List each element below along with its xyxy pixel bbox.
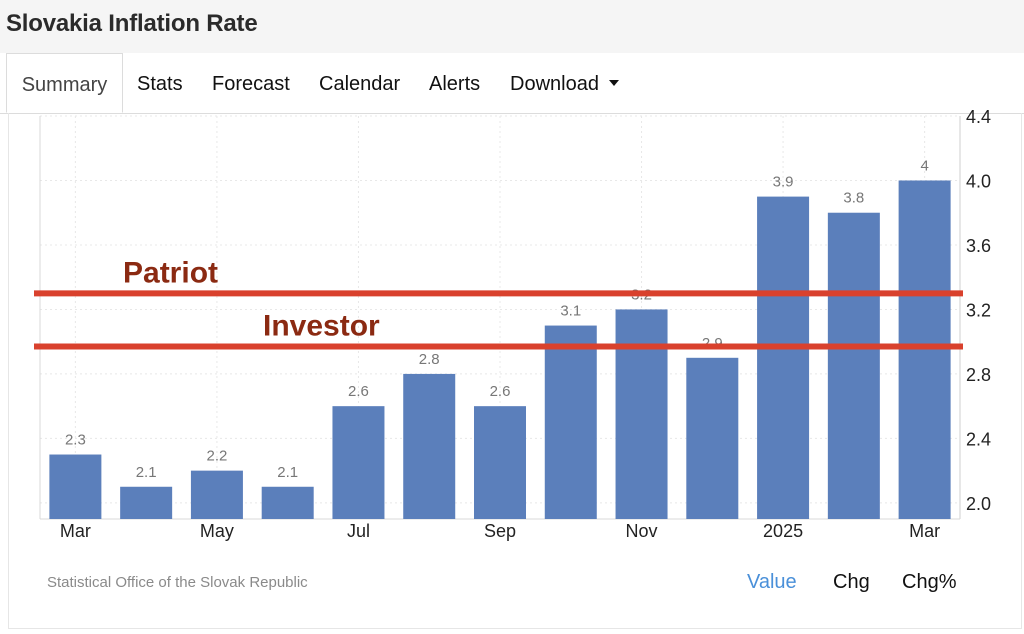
y-axis-labels: 2.0 2.4 2.8 3.2 3.6 4.0 4.4: [966, 107, 991, 514]
title-bar: Slovakia Inflation Rate: [0, 0, 1024, 54]
x-tick-label: Mar: [909, 521, 940, 541]
y-tick-label: 3.2: [966, 300, 991, 320]
x-axis-labels: Mar May Jul Sep Nov 2025 Mar: [60, 521, 940, 541]
y-tick-label: 2.0: [966, 494, 991, 514]
bar: [49, 454, 102, 519]
value-button[interactable]: Value: [747, 571, 797, 593]
chart-panel: [8, 113, 1022, 629]
chart-bars: 2.32.12.22.12.62.82.63.13.22.93.93.84: [49, 157, 951, 520]
bar: [827, 212, 880, 519]
bar-data-label: 2.1: [136, 464, 157, 481]
bar: [544, 325, 597, 519]
bar-data-label: 4: [920, 157, 928, 174]
bar: [403, 373, 456, 519]
bar: [474, 406, 526, 519]
x-tick-label: 2025: [763, 521, 803, 541]
tab-download-label: Download: [510, 73, 599, 95]
tab-alerts[interactable]: Alerts: [429, 73, 481, 95]
chg-button[interactable]: Chg: [833, 571, 870, 593]
x-tick-label: Sep: [484, 521, 516, 541]
tab-download[interactable]: Download: [510, 53, 619, 113]
reference-line-label: Patriot: [123, 256, 218, 289]
tab-bar: Summary Stats Forecast Calendar Alerts D…: [0, 53, 1024, 114]
tab-calendar[interactable]: Calendar: [319, 73, 401, 95]
bar-data-label: 2.1: [277, 464, 298, 481]
reference-lines: Patriot Investor: [34, 256, 963, 350]
bar-data-label: 2.8: [419, 351, 440, 368]
bar-data-label: 3.1: [560, 303, 581, 320]
bar: [120, 486, 173, 519]
tab-summary[interactable]: Summary: [6, 53, 123, 113]
bar-data-label: 2.6: [348, 383, 369, 400]
x-tick-label: May: [200, 521, 234, 541]
bar: [615, 309, 668, 519]
reference-line-label: Investor: [263, 310, 380, 343]
bar-data-label: 3.9: [773, 174, 794, 191]
tab-forecast[interactable]: Forecast: [212, 73, 290, 95]
chg-percent-button[interactable]: Chg%: [902, 571, 957, 593]
x-tick-label: Mar: [60, 521, 91, 541]
chevron-down-icon: [608, 79, 619, 86]
y-tick-label: 2.8: [966, 365, 991, 385]
page-title: Slovakia Inflation Rate: [6, 10, 258, 37]
bar: [757, 196, 810, 519]
tab-stats[interactable]: Stats: [137, 73, 183, 95]
bar-data-label: 2.2: [206, 448, 227, 465]
y-tick-label: 2.4: [966, 429, 991, 449]
bar-data-label: 2.6: [490, 383, 511, 400]
y-tick-label: 3.6: [966, 236, 991, 256]
y-tick-label: 4.0: [966, 171, 991, 191]
bar: [332, 406, 385, 519]
data-source: Statistical Office of the Slovak Republi…: [47, 574, 308, 591]
x-tick-label: Nov: [626, 521, 658, 541]
y-tick-label: 4.4: [966, 107, 991, 127]
bar: [686, 357, 739, 519]
bar: [190, 470, 243, 519]
bar-data-label: 3.8: [843, 190, 864, 207]
bar: [898, 180, 951, 520]
bar-data-label: 2.3: [65, 432, 86, 449]
x-tick-label: Jul: [347, 521, 370, 541]
bar: [261, 486, 314, 519]
